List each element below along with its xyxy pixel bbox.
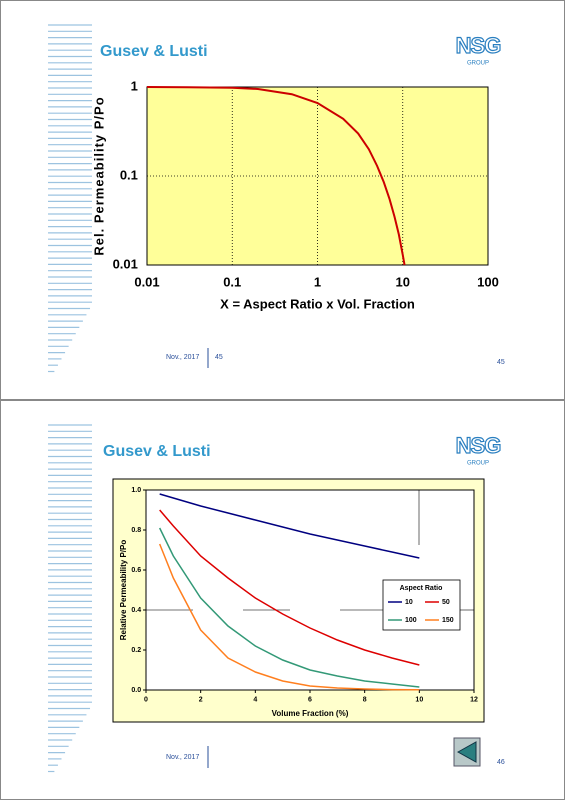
- logo: NSG: [456, 433, 501, 458]
- y-tick-label: 0.01: [113, 256, 138, 271]
- x-axis-label: X = Aspect Ratio x Vol. Fraction: [220, 296, 415, 311]
- series-line: [158, 527, 420, 688]
- footer-date: Nov., 2017: [166, 354, 199, 361]
- logo-sub: GROUP: [467, 61, 489, 67]
- series-line: [146, 86, 406, 266]
- series-line: [158, 543, 420, 691]
- x-tick-label: 10: [396, 275, 410, 290]
- legend-title: Aspect Ratio: [400, 585, 443, 592]
- x-tick-label: 8: [363, 697, 367, 704]
- chart: 0 2 4 6 8 10 12 0.0 0.2 0.4 0.6 0.8 1.0 Volume Fracti…: [112, 478, 485, 723]
- x-tick-label: 4: [253, 697, 257, 704]
- x-tick-label: 1: [314, 275, 321, 290]
- plot-border: [146, 86, 489, 266]
- y-tick-label: 0.2: [131, 647, 141, 654]
- y-tick-label: 0.1: [120, 167, 138, 182]
- x-tick-label: 6: [308, 697, 312, 704]
- plot-border: [145, 489, 475, 691]
- back-arrow[interactable]: [456, 741, 477, 763]
- logo: NSG: [456, 33, 501, 58]
- footer-page: 45: [215, 354, 223, 361]
- legend-box: [382, 579, 461, 631]
- plot-area: [147, 87, 488, 265]
- footer-date: Nov., 2017: [166, 754, 199, 761]
- x-axis-label: Volume Fraction (%): [272, 709, 349, 718]
- y-tick-label: 1.0: [131, 487, 141, 494]
- y-axis-label: Rel. Permeability P/Po: [91, 96, 106, 255]
- back-button[interactable]: [453, 737, 481, 767]
- y-tick-label: 0.4: [131, 607, 141, 614]
- legend-label: 150: [442, 617, 454, 624]
- y-tick-label: 0.0: [131, 687, 141, 694]
- x-tick-label: 12: [470, 697, 478, 704]
- series-line: [159, 509, 420, 666]
- series-line: [159, 493, 420, 559]
- x-tick-label: 0.1: [223, 275, 241, 290]
- chart: 0.01 0.1 1 10 100 0.01 0.1 1 X = Aspect Ratio x …: [91, 78, 498, 311]
- slide-number: 46: [497, 759, 505, 766]
- x-tick-label: 10: [415, 697, 423, 704]
- x-tick-label: 0.01: [134, 275, 159, 290]
- logo-sub: GROUP: [467, 461, 489, 467]
- y-tick-label: 0.6: [131, 567, 141, 574]
- y-tick-label: 1: [131, 78, 138, 93]
- x-tick-label: 0: [144, 697, 148, 704]
- legend-label: 50: [442, 599, 450, 606]
- decor: [48, 24, 92, 773]
- y-tick-label: 0.8: [131, 527, 141, 534]
- x-tick-label: 100: [477, 275, 499, 290]
- x-tick-label: 2: [199, 697, 203, 704]
- slide-number: 45: [497, 359, 505, 366]
- y-axis-label: Relative Permeability P/Po: [119, 540, 128, 641]
- legend-label: 10: [405, 599, 413, 606]
- slide-title: Gusev & Lusti: [100, 43, 208, 60]
- legend-label: 100: [405, 617, 417, 624]
- slide-title: Gusev & Lusti: [103, 443, 211, 460]
